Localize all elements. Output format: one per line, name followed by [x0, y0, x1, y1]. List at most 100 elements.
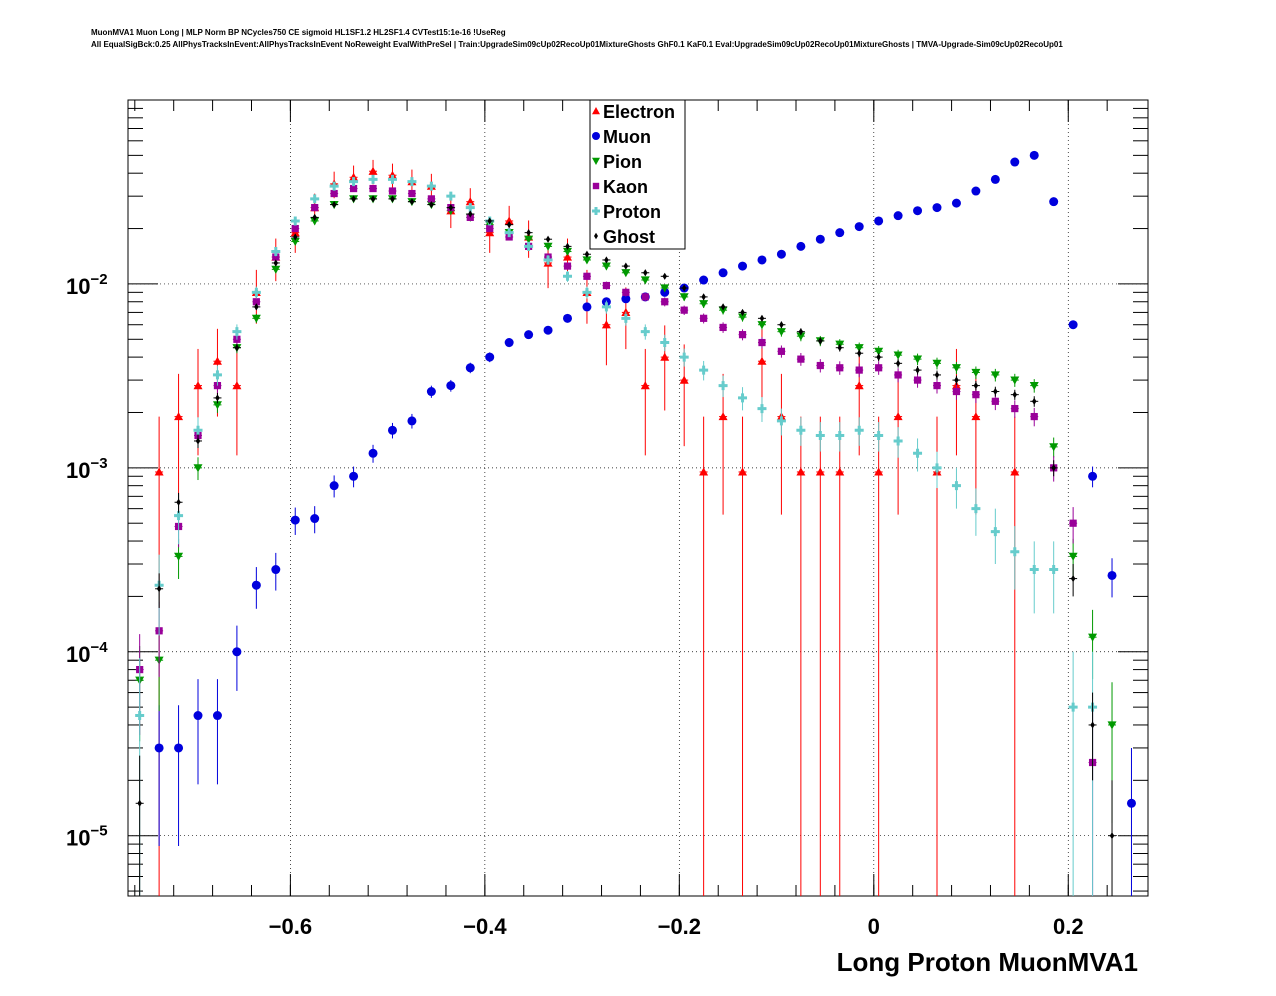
data-point-kaon [875, 364, 883, 372]
data-point-pion [290, 237, 300, 247]
data-point-kaon [952, 387, 961, 396]
data-point-proton [446, 191, 456, 201]
data-point-proton [135, 711, 145, 721]
data-point-proton [971, 504, 981, 514]
data-point-muon [504, 338, 514, 348]
data-point-pion [738, 313, 748, 322]
data-point-kaon [1011, 404, 1019, 413]
data-point-electron [485, 228, 495, 237]
data-point-muon [310, 514, 320, 524]
data-point-kaon [369, 184, 377, 193]
data-point-muon [407, 416, 417, 426]
data-point-proton [621, 313, 631, 323]
data-point-pion [718, 306, 728, 315]
data-point-proton [699, 365, 709, 375]
data-point-proton [757, 404, 767, 414]
series-muon [154, 150, 1136, 896]
data-point-proton [1068, 702, 1078, 712]
data-point-electron [193, 381, 203, 390]
data-point-pion [543, 242, 553, 251]
data-point-muon [718, 268, 728, 278]
data-point-proton [251, 287, 261, 297]
data-point-ghost [137, 799, 142, 807]
data-point-muon [465, 363, 475, 373]
data-point-proton [504, 228, 514, 238]
data-point-ghost [1012, 391, 1018, 399]
data-point-kaon [622, 288, 630, 296]
data-point-muon [563, 313, 573, 323]
data-point-ghost [545, 235, 551, 243]
data-point-muon [757, 255, 767, 265]
data-point-pion [1029, 382, 1039, 391]
data-point-ghost [292, 233, 298, 241]
data-point-ghost [390, 195, 395, 203]
series-proton [135, 174, 1098, 896]
muon-legend-marker-icon [592, 132, 600, 140]
data-point-proton [738, 393, 748, 403]
data-point-proton [310, 194, 320, 204]
data-point-ghost [526, 229, 531, 237]
data-point-ghost [740, 308, 745, 317]
data-point-pion [660, 284, 670, 293]
data-point-pion [640, 276, 650, 285]
data-point-muon [290, 515, 300, 525]
data-point-kaon [408, 189, 416, 198]
data-point-pion [271, 265, 281, 274]
data-point-muon [368, 448, 378, 458]
data-point-electron [232, 381, 242, 390]
data-point-kaon [602, 281, 610, 290]
data-point-muon [932, 203, 942, 213]
data-point-kaon [486, 224, 494, 233]
data-point-electron [154, 467, 164, 476]
data-point-pion [193, 464, 203, 473]
data-point-pion [854, 344, 864, 353]
data-point-proton [718, 381, 728, 391]
data-point-ghost [176, 498, 181, 506]
x-tick-label: −0.2 [658, 914, 701, 939]
data-point-proton [796, 425, 806, 435]
data-point-electron [738, 467, 748, 476]
data-point-ghost [993, 387, 998, 396]
data-point-kaon [272, 253, 280, 261]
data-point-pion [776, 328, 786, 337]
data-point-proton [232, 327, 242, 337]
data-point-electron [387, 170, 397, 179]
data-point-kaon [1030, 412, 1038, 421]
y-tick-label: 10−3 [66, 455, 108, 483]
data-point-ghost [973, 382, 979, 390]
data-point-muon [543, 325, 553, 335]
data-point-proton [524, 241, 534, 251]
data-point-pion [913, 355, 923, 364]
data-point-kaon [583, 272, 591, 280]
data-point-kaon [758, 338, 766, 347]
data-point-ghost [565, 242, 570, 250]
data-point-muon [971, 186, 981, 196]
data-point-pion [1010, 376, 1020, 385]
data-point-kaon [836, 364, 844, 372]
data-point-muon [1107, 570, 1117, 580]
data-point-ghost [934, 371, 940, 379]
proton-legend-marker-icon [592, 207, 600, 215]
data-point-ghost [156, 585, 162, 593]
data-point-muon [329, 481, 339, 491]
data-point-ghost [584, 250, 590, 258]
data-point-ghost [312, 213, 317, 221]
data-point-pion [524, 235, 534, 244]
data-point-ghost [720, 303, 726, 311]
data-point-muon [699, 275, 709, 285]
x-tick-label: −0.4 [463, 914, 507, 939]
data-point-muon [1029, 150, 1039, 160]
data-point-ghost [681, 284, 687, 292]
data-point-muon [1088, 471, 1098, 481]
data-point-pion [563, 247, 573, 257]
data-point-pion [1107, 721, 1117, 730]
data-point-ghost [1090, 721, 1095, 729]
data-point-proton [854, 425, 864, 435]
data-point-proton [387, 174, 397, 184]
data-point-kaon [388, 187, 397, 195]
data-point-kaon [563, 262, 572, 270]
data-point-pion [932, 359, 942, 368]
data-point-proton [1029, 565, 1039, 575]
data-point-proton [893, 436, 903, 446]
